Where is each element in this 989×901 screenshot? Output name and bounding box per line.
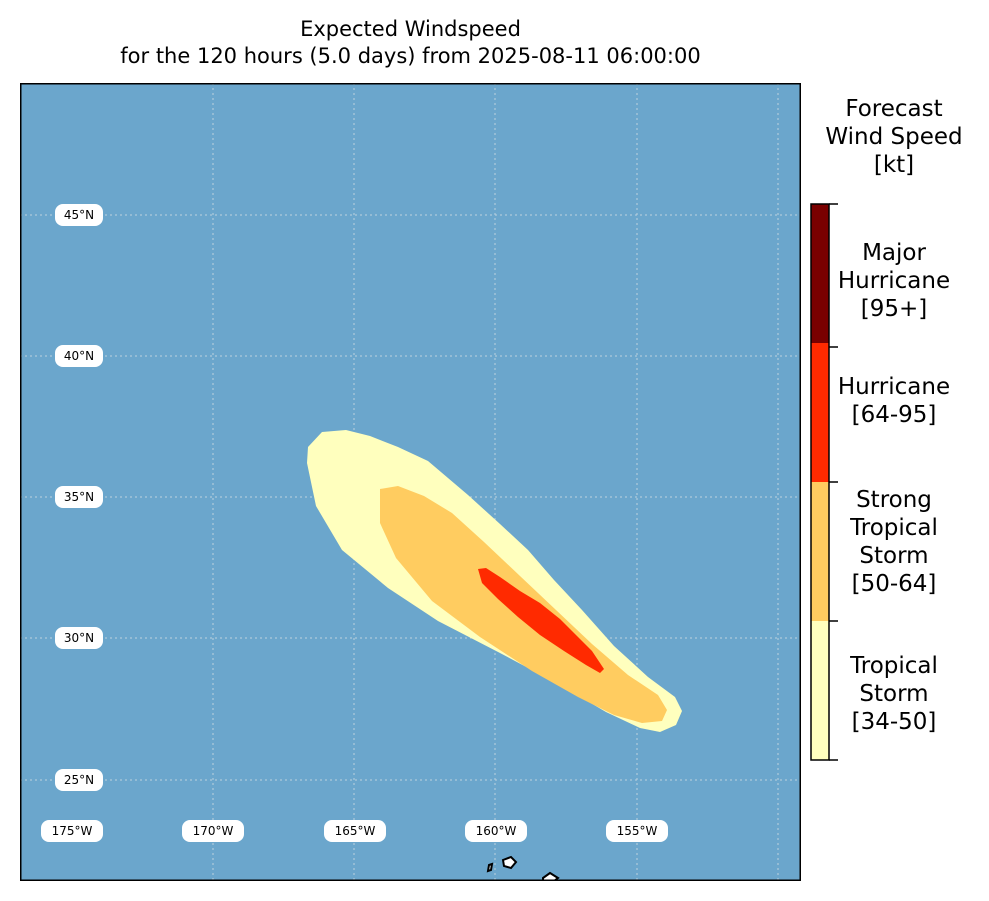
colorbar-label-hurricane: Hurricane [64-95]	[836, 370, 952, 432]
wind-speed-map: 45°N 40°N 35°N 30°N 25°N 175°W 170°W 165…	[20, 83, 801, 881]
title-line-1: Expected Windspeed	[300, 17, 521, 41]
lat-label-box	[55, 486, 103, 508]
colorbar-label-line: Storm	[859, 681, 929, 707]
graticule	[20, 83, 801, 881]
lon-label: 165°W	[335, 824, 376, 838]
lat-label: 25°N	[64, 773, 94, 787]
title-line-2: for the 120 hours (5.0 days) from 2025-0…	[120, 44, 701, 68]
colorbar-segment-major-hurricane	[811, 204, 829, 343]
lon-label-box	[41, 820, 103, 842]
longitude-labels: 175°W 170°W 165°W 160°W 155°W	[41, 820, 668, 842]
colorbar-title-line: Forecast	[845, 96, 943, 122]
chart-title: Expected Windspeed for the 120 hours (5.…	[20, 16, 801, 70]
lat-label: 35°N	[64, 490, 94, 504]
lat-label: 30°N	[64, 631, 94, 645]
colorbar-label-line: Storm	[859, 543, 929, 569]
island-outline	[486, 862, 494, 873]
colorbar-title: Forecast Wind Speed [kt]	[806, 95, 982, 179]
colorbar-ticks	[829, 203, 838, 761]
island-outline	[501, 855, 518, 870]
colorbar-title-line: [kt]	[873, 152, 915, 178]
lon-label-box	[606, 820, 668, 842]
map-frame	[20, 83, 801, 881]
colorbar-label-line: [50-64]	[851, 571, 937, 597]
colorbar-segment-strong-tropical-storm	[811, 482, 829, 621]
colorbar-label-tropical-storm: Tropical Storm [34-50]	[836, 648, 952, 740]
lon-label: 170°W	[193, 824, 234, 838]
colorbar-label-line: Tropical	[850, 515, 938, 541]
colorbar-label-line: Tropical	[850, 653, 938, 679]
lat-label-box	[55, 769, 103, 791]
colorbar-label-line: [95+]	[860, 296, 928, 322]
colorbar-label-line: Major	[862, 240, 926, 266]
lat-label: 45°N	[64, 208, 94, 222]
islands	[486, 855, 560, 881]
lon-label-box	[465, 820, 527, 842]
colorbar-label-line: Strong	[856, 487, 932, 513]
lat-label-box	[55, 345, 103, 367]
lon-label-box	[324, 820, 386, 842]
colorbar-title-line: Wind Speed	[825, 124, 963, 150]
colorbar-label-line: [64-95]	[851, 402, 937, 428]
colorbar-label-strong-tropical-storm: Strong Tropical Storm [50-64]	[836, 482, 952, 602]
lat-label-box	[55, 627, 103, 649]
colorbar	[810, 203, 838, 761]
colorbar-segment-hurricane	[811, 343, 829, 482]
colorbar-label-major-hurricane: Major Hurricane [95+]	[836, 235, 952, 327]
lon-label: 175°W	[52, 824, 93, 838]
colorbar-label-line: Hurricane	[837, 268, 951, 294]
colorbar-label-line: [34-50]	[851, 709, 937, 735]
latitude-labels: 45°N 40°N 35°N 30°N 25°N	[55, 204, 103, 791]
lon-label-box	[182, 820, 244, 842]
lat-label-box	[55, 204, 103, 226]
colorbar-segment-tropical-storm	[811, 621, 829, 760]
lon-label: 160°W	[476, 824, 517, 838]
lat-label: 40°N	[64, 349, 94, 363]
colorbar-label-line: Hurricane	[837, 374, 951, 400]
lon-label: 155°W	[617, 824, 658, 838]
hurricane-swath	[478, 568, 604, 673]
